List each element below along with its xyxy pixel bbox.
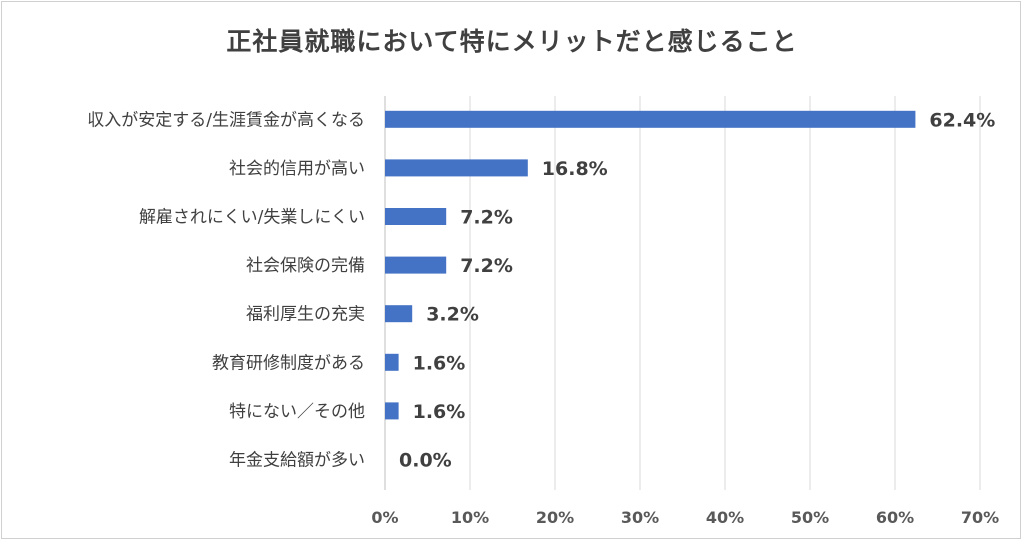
category-label: 年金支給額が多い <box>229 451 365 471</box>
value-label: 1.6% <box>413 401 466 423</box>
x-tick-label: 10% <box>451 508 489 527</box>
x-tick-label: 50% <box>791 508 829 527</box>
category-label: 収入が安定する/生涯賃金が高くなる <box>87 110 365 130</box>
x-tick-label: 20% <box>536 508 574 527</box>
bar <box>385 208 447 225</box>
value-label: 16.8% <box>542 158 608 180</box>
bar <box>385 305 413 323</box>
category-label: 教育研修制度がある <box>212 353 365 373</box>
category-label: 社会保険の完備 <box>246 256 365 276</box>
bar <box>385 159 528 177</box>
category-label: 社会的信用が高い <box>229 159 365 179</box>
bar <box>385 110 916 128</box>
bar <box>385 256 447 274</box>
x-tick-label: 60% <box>876 508 914 527</box>
x-tick-label: 70% <box>961 508 999 527</box>
value-label: 7.2% <box>460 207 513 229</box>
chart-title: 正社員就職において特にメリットだと感じること <box>226 27 798 56</box>
category-label: 特にない／その他 <box>229 402 365 422</box>
bar <box>385 402 399 420</box>
value-label: 1.6% <box>413 352 466 374</box>
x-tick-label: 40% <box>706 508 744 527</box>
bar <box>385 353 399 371</box>
value-label: 3.2% <box>426 304 479 326</box>
x-tick-label: 30% <box>621 508 659 527</box>
value-label: 0.0% <box>399 450 452 472</box>
value-label: 7.2% <box>460 255 513 277</box>
category-label: 福利厚生の充実 <box>246 305 365 325</box>
category-label: 解雇されにくい/失業しにくい <box>139 208 365 228</box>
x-tick-label: 0% <box>371 508 398 527</box>
value-label: 62.4% <box>929 109 995 131</box>
